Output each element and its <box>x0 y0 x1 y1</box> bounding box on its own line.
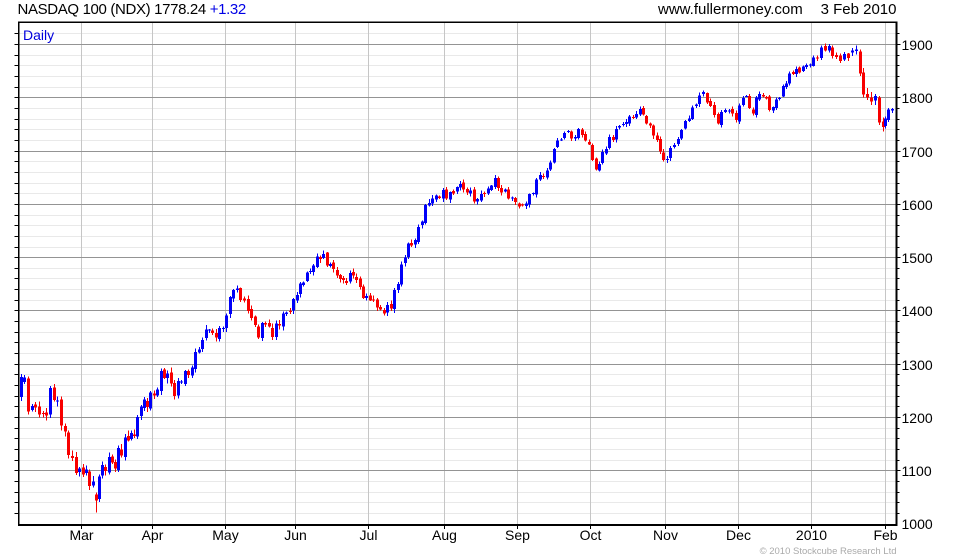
svg-text:1500: 1500 <box>902 250 933 266</box>
svg-text:Feb: Feb <box>873 527 897 543</box>
svg-text:Jul: Jul <box>360 527 378 543</box>
svg-text:1900: 1900 <box>902 37 933 53</box>
svg-text:1800: 1800 <box>902 90 933 106</box>
svg-text:Daily: Daily <box>23 27 54 43</box>
svg-text:3 Feb 2010: 3 Feb 2010 <box>821 1 897 18</box>
svg-text:Sep: Sep <box>505 527 530 543</box>
svg-text:© 2010 Stockcube Research Ltd: © 2010 Stockcube Research Ltd <box>760 546 897 557</box>
svg-text:1200: 1200 <box>902 410 933 426</box>
svg-text:Oct: Oct <box>580 527 602 543</box>
svg-text:Apr: Apr <box>142 527 164 543</box>
svg-text:1100: 1100 <box>902 463 932 479</box>
svg-text:Aug: Aug <box>432 527 457 543</box>
svg-text:1300: 1300 <box>902 357 933 373</box>
svg-text:1600: 1600 <box>902 197 933 213</box>
svg-text:1700: 1700 <box>902 144 933 160</box>
svg-text:Jun: Jun <box>284 527 307 543</box>
svg-text:Dec: Dec <box>726 527 751 543</box>
svg-text:May: May <box>212 527 238 543</box>
svg-text:1000: 1000 <box>902 516 933 532</box>
svg-text:1400: 1400 <box>902 303 933 319</box>
svg-text:www.fullermoney.com: www.fullermoney.com <box>657 1 803 18</box>
svg-text:Mar: Mar <box>69 527 93 543</box>
svg-text:NASDAQ 100 (NDX) 1778.24 +1.32: NASDAQ 100 (NDX) 1778.24 +1.32 <box>18 1 246 18</box>
svg-text:2010: 2010 <box>796 527 827 543</box>
svg-text:Nov: Nov <box>653 527 678 543</box>
